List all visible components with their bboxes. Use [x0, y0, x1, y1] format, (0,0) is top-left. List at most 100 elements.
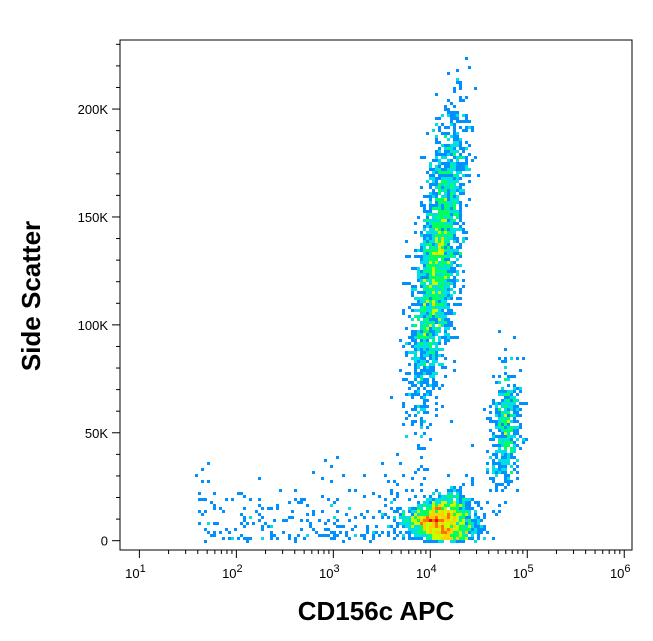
- event-cell: [381, 513, 384, 516]
- event-cell: [423, 360, 426, 363]
- event-cell: [417, 501, 420, 504]
- event-cell: [441, 204, 444, 207]
- event-cell: [435, 207, 438, 210]
- event-cell: [474, 513, 477, 516]
- event-cell: [420, 522, 423, 525]
- event-cell: [429, 174, 432, 177]
- event-cell: [414, 405, 417, 408]
- event-cell: [441, 216, 444, 219]
- event-cell: [414, 537, 417, 540]
- event-cell: [420, 525, 423, 528]
- event-cell: [321, 495, 324, 498]
- event-cell: [411, 267, 414, 270]
- event-cell: [501, 468, 504, 471]
- event-cell: [507, 462, 510, 465]
- event-cell: [441, 213, 444, 216]
- event-cell: [453, 516, 456, 519]
- event-cell: [420, 303, 423, 306]
- event-cell: [462, 510, 465, 513]
- event-cell: [402, 516, 405, 519]
- event-cell: [399, 369, 402, 372]
- event-cell: [465, 168, 468, 171]
- event-cell: [435, 528, 438, 531]
- event-cell: [414, 267, 417, 270]
- event-cell: [501, 450, 504, 453]
- event-cell: [411, 516, 414, 519]
- event-cell: [513, 468, 516, 471]
- event-cell: [450, 159, 453, 162]
- event-cell: [522, 357, 525, 360]
- event-cell: [441, 276, 444, 279]
- event-cell: [324, 528, 327, 531]
- event-cell: [417, 267, 420, 270]
- event-cell: [426, 390, 429, 393]
- event-cell: [444, 258, 447, 261]
- event-cell: [486, 450, 489, 453]
- event-cell: [405, 519, 408, 522]
- event-cell: [396, 507, 399, 510]
- y-tick-label: 100K: [78, 318, 109, 333]
- event-cell: [465, 204, 468, 207]
- event-cell: [459, 207, 462, 210]
- event-cell: [513, 408, 516, 411]
- event-cell: [453, 180, 456, 183]
- event-cell: [426, 345, 429, 348]
- event-cell: [429, 252, 432, 255]
- event-cell: [438, 321, 441, 324]
- event-cell: [411, 528, 414, 531]
- event-cell: [444, 537, 447, 540]
- event-cell: [435, 285, 438, 288]
- event-cell: [438, 312, 441, 315]
- event-cell: [423, 369, 426, 372]
- event-cell: [288, 501, 291, 504]
- event-cell: [270, 537, 273, 540]
- event-cell: [441, 144, 444, 147]
- event-cell: [405, 516, 408, 519]
- event-cell: [453, 135, 456, 138]
- event-cell: [438, 528, 441, 531]
- event-cell: [450, 213, 453, 216]
- event-cell: [510, 465, 513, 468]
- event-cell: [459, 141, 462, 144]
- event-cell: [513, 435, 516, 438]
- event-cell: [447, 144, 450, 147]
- event-cell: [438, 183, 441, 186]
- event-cell: [450, 312, 453, 315]
- event-cell: [408, 381, 411, 384]
- event-cell: [414, 534, 417, 537]
- event-cell: [333, 501, 336, 504]
- event-cell: [417, 273, 420, 276]
- event-cell: [417, 336, 420, 339]
- event-cell: [504, 372, 507, 375]
- event-cell: [198, 492, 201, 495]
- event-cell: [453, 234, 456, 237]
- event-cell: [429, 522, 432, 525]
- event-cell: [390, 501, 393, 504]
- event-cell: [414, 297, 417, 300]
- event-cell: [438, 249, 441, 252]
- event-cell: [417, 366, 420, 369]
- event-cell: [447, 198, 450, 201]
- event-cell: [423, 321, 426, 324]
- event-cell: [510, 414, 513, 417]
- event-cell: [417, 315, 420, 318]
- event-cell: [426, 351, 429, 354]
- event-cell: [414, 231, 417, 234]
- event-cell: [453, 228, 456, 231]
- event-cell: [459, 291, 462, 294]
- event-cell: [423, 282, 426, 285]
- event-cell: [468, 168, 471, 171]
- event-cell: [414, 303, 417, 306]
- event-cell: [423, 504, 426, 507]
- event-cell: [417, 372, 420, 375]
- event-cell: [447, 171, 450, 174]
- event-cell: [372, 537, 375, 540]
- event-cell: [423, 309, 426, 312]
- event-cell: [489, 429, 492, 432]
- event-cell: [417, 318, 420, 321]
- event-cell: [507, 483, 510, 486]
- event-cell: [459, 495, 462, 498]
- event-cell: [507, 411, 510, 414]
- event-cell: [423, 378, 426, 381]
- event-cell: [495, 408, 498, 411]
